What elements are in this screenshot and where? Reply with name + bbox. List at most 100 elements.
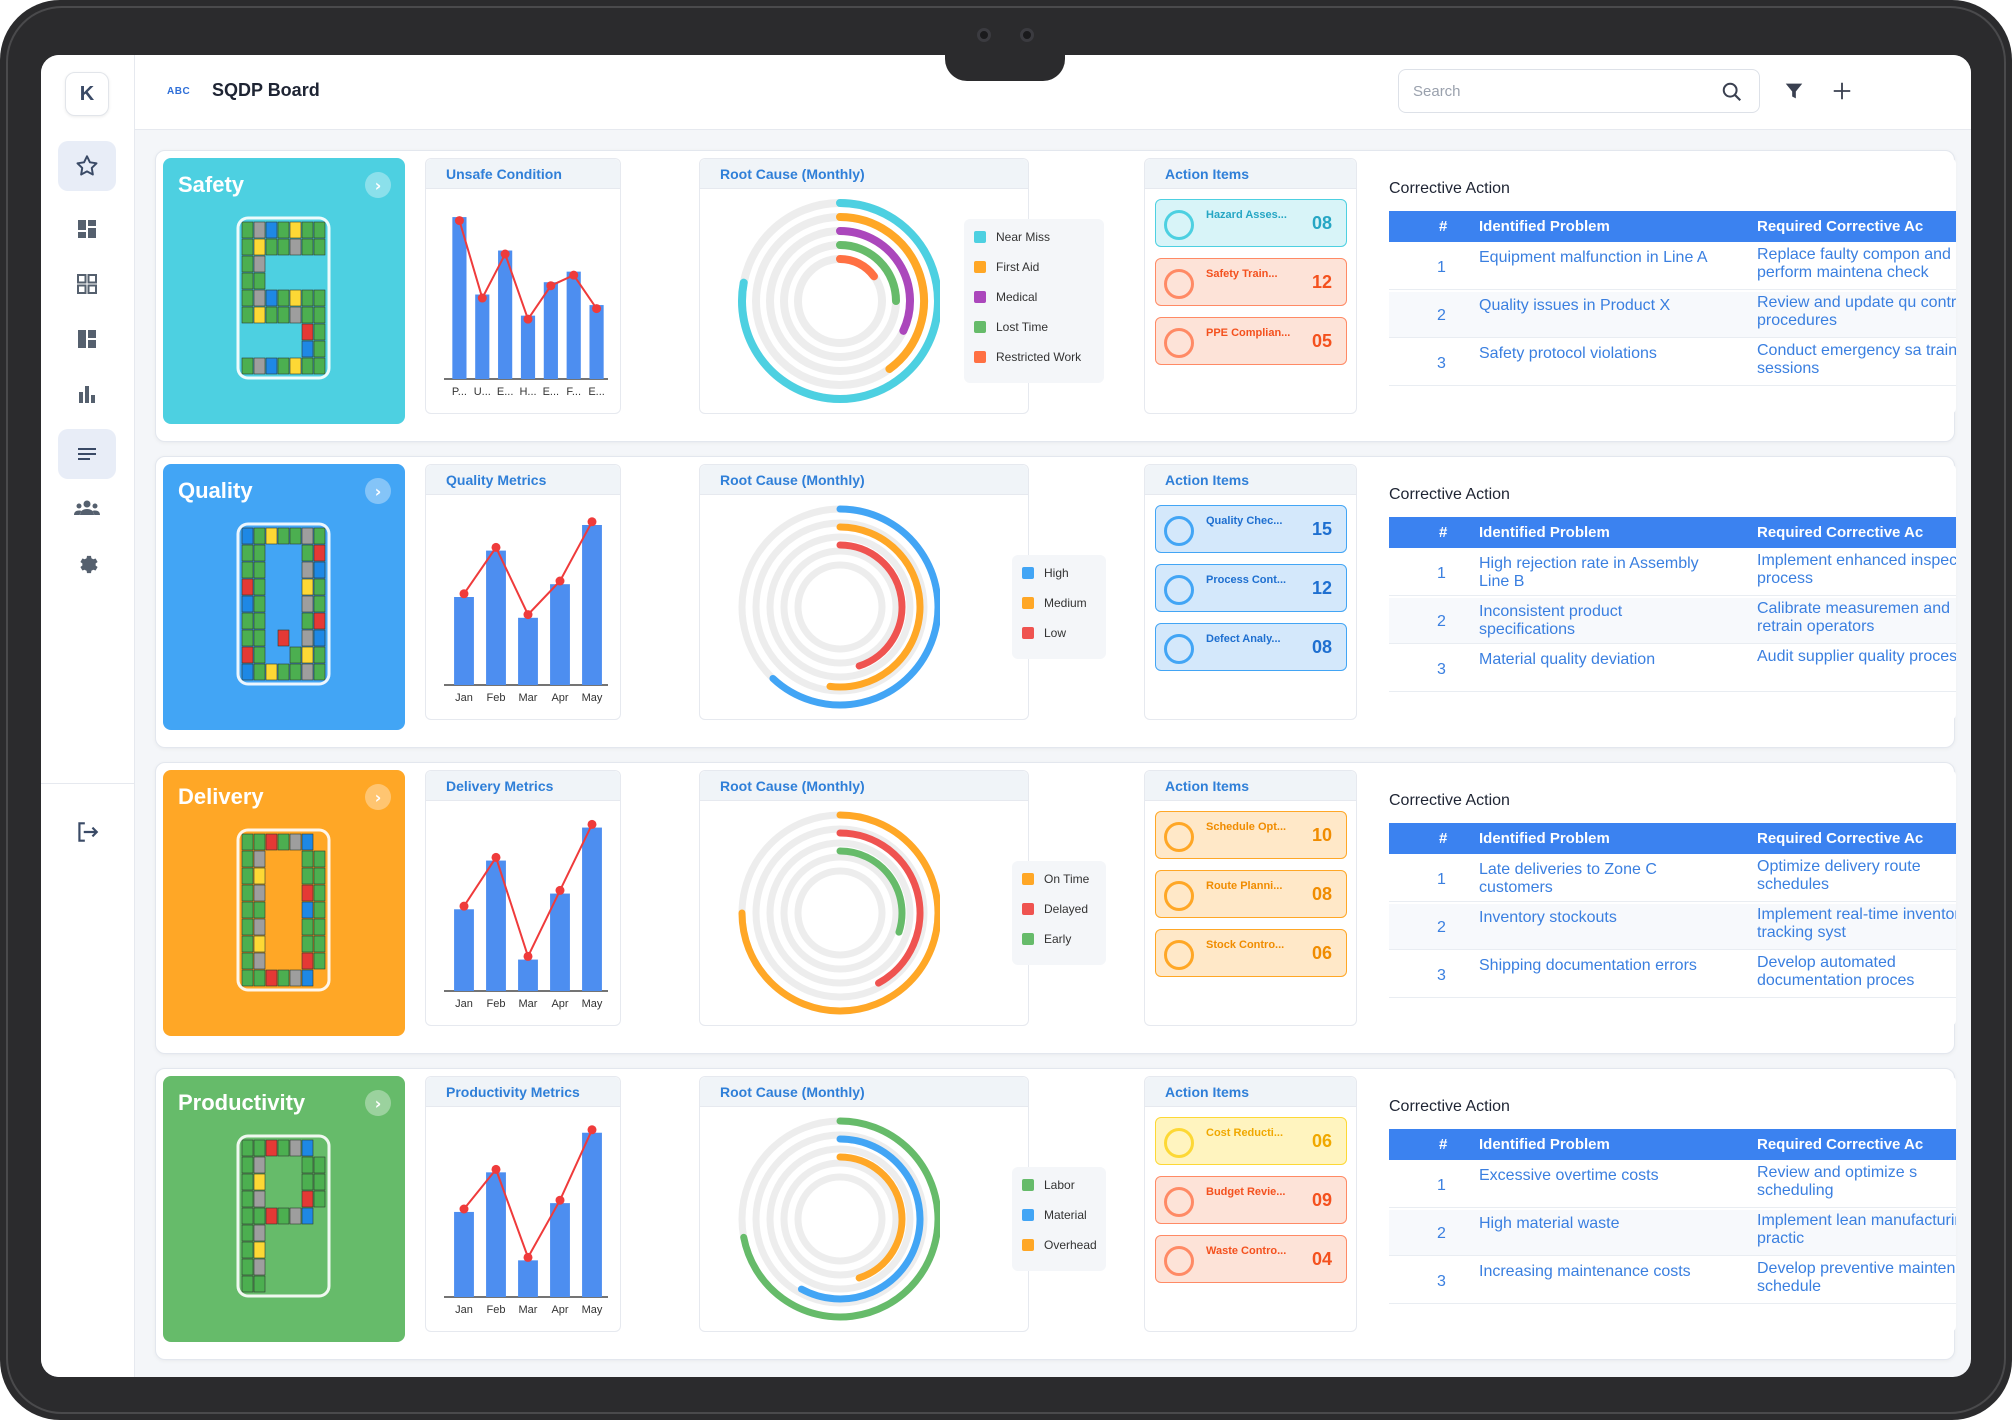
ring-arc[interactable] [836,829,924,987]
legend-item[interactable]: Restricted Work [974,349,1081,365]
ring-arc[interactable] [836,255,878,281]
action-item-card[interactable]: Schedule Opt... 10 [1155,811,1347,859]
ring-arc[interactable] [738,199,940,403]
action-item-card[interactable]: Waste Contro... 04 [1155,1235,1347,1283]
action-item-card[interactable]: Safety Train... 12 [1155,258,1347,306]
table-row[interactable]: 1 Excessive overtime costs Review and opti… [1389,1162,1956,1208]
trend-point[interactable] [587,819,597,829]
trend-point[interactable] [523,314,533,324]
sidebar-item-settings[interactable] [58,539,116,589]
ring-arc[interactable] [836,213,928,373]
action-item-card[interactable]: Hazard Asses... 08 [1155,199,1347,247]
kpi-tile-quality[interactable]: Quality › [163,464,405,730]
trend-point[interactable] [555,576,565,586]
trend-point[interactable] [491,852,501,862]
bar[interactable] [550,893,570,991]
bar[interactable] [518,959,538,991]
legend-item[interactable]: Delayed [1022,901,1088,917]
legend-item[interactable]: Low [1022,625,1066,641]
kpi-tile-productivity[interactable]: Productivity › [163,1076,405,1342]
action-item-card[interactable]: Budget Revie... 09 [1155,1176,1347,1224]
logout-button[interactable] [58,807,116,857]
table-row[interactable]: 1 High rejection rate in Assembly Line B I… [1389,550,1956,596]
bar[interactable] [454,597,474,685]
ring-arc[interactable] [769,505,940,709]
bar[interactable] [486,550,506,685]
trend-point[interactable] [459,901,469,911]
chevron-right-icon[interactable]: › [365,172,391,198]
trend-point[interactable] [477,293,487,303]
table-row[interactable]: 3 Shipping documentation errors Develop au… [1389,952,1956,998]
filter-button[interactable] [1780,77,1808,105]
bar[interactable] [486,860,506,991]
bar[interactable] [582,525,602,685]
bar[interactable] [454,1211,474,1297]
bar[interactable] [566,271,581,379]
bar[interactable] [518,1260,538,1297]
trend-point[interactable] [454,216,464,226]
legend-item[interactable]: Labor [1022,1177,1075,1193]
sidebar-item-layout[interactable] [58,314,116,364]
trend-point[interactable] [523,610,533,620]
sidebar-item-reports[interactable] [58,369,116,419]
action-item-card[interactable]: PPE Complian... 05 [1155,317,1347,365]
bar[interactable] [454,909,474,991]
legend-item[interactable]: Medical [974,289,1037,305]
trend-point[interactable] [569,270,579,280]
table-row[interactable]: 1 Equipment malfunction in Line A Replace … [1389,244,1956,290]
bar[interactable] [452,217,467,379]
ring-arc[interactable] [836,1153,906,1282]
trend-point[interactable] [555,885,565,895]
bar[interactable] [543,282,558,379]
chevron-right-icon[interactable]: › [365,784,391,810]
trend-point[interactable] [555,1195,565,1205]
search-box[interactable] [1398,69,1760,113]
action-item-card[interactable]: Stock Contro... 06 [1155,929,1347,977]
trend-point[interactable] [491,542,501,552]
action-item-card[interactable]: Route Planni... 08 [1155,870,1347,918]
ring-arc[interactable] [797,1135,924,1303]
ring-arc[interactable] [836,227,914,335]
trend-point[interactable] [587,517,597,527]
trend-point[interactable] [491,1164,501,1174]
action-item-card[interactable]: Cost Reducti... 06 [1155,1117,1347,1165]
table-row[interactable]: 3 Increasing maintenance costs Develop pre… [1389,1258,1956,1304]
table-row[interactable]: 2 Inventory stockouts Implement real-time … [1389,904,1956,950]
legend-item[interactable]: Early [1022,931,1071,947]
bar[interactable] [486,1172,506,1297]
bar[interactable] [589,305,604,379]
legend-item[interactable]: First Aid [974,259,1039,275]
ring-arc[interactable] [826,523,924,691]
legend-item[interactable]: Medium [1022,595,1087,611]
legend-item[interactable]: On Time [1022,871,1089,887]
action-item-card[interactable]: Quality Chec... 15 [1155,505,1347,553]
bar[interactable] [550,584,570,685]
bar[interactable] [498,250,513,379]
bar[interactable] [518,617,538,685]
kpi-tile-safety[interactable]: Safety › [163,158,405,424]
legend-item[interactable]: Overhead [1022,1237,1097,1253]
bar[interactable] [582,1132,602,1297]
sidebar-item-dashboard[interactable] [58,204,116,254]
app-logo[interactable]: K [65,72,109,116]
chevron-right-icon[interactable]: › [365,478,391,504]
legend-item[interactable]: Material [1022,1207,1087,1223]
trend-point[interactable] [500,249,510,259]
sidebar-item-team[interactable] [58,483,116,533]
table-row[interactable]: 3 Safety protocol violations Conduct emerg… [1389,340,1956,386]
table-row[interactable]: 2 Inconsistent product specifications Cali… [1389,598,1956,644]
trend-point[interactable] [459,589,469,599]
search-input[interactable] [1413,70,1713,112]
chevron-right-icon[interactable]: › [365,1090,391,1116]
search-icon[interactable] [1721,81,1743,103]
table-row[interactable]: 2 Quality issues in Product X Review and u… [1389,292,1956,338]
ring-arc[interactable] [738,811,940,1015]
legend-item[interactable]: High [1022,565,1069,581]
sidebar-item-boards[interactable] [58,429,116,479]
trend-point[interactable] [587,1125,597,1135]
ring-arc[interactable] [836,847,906,936]
trend-point[interactable] [459,1204,469,1214]
bar[interactable] [475,294,490,379]
trend-point[interactable] [546,281,556,291]
bar[interactable] [550,1203,570,1297]
